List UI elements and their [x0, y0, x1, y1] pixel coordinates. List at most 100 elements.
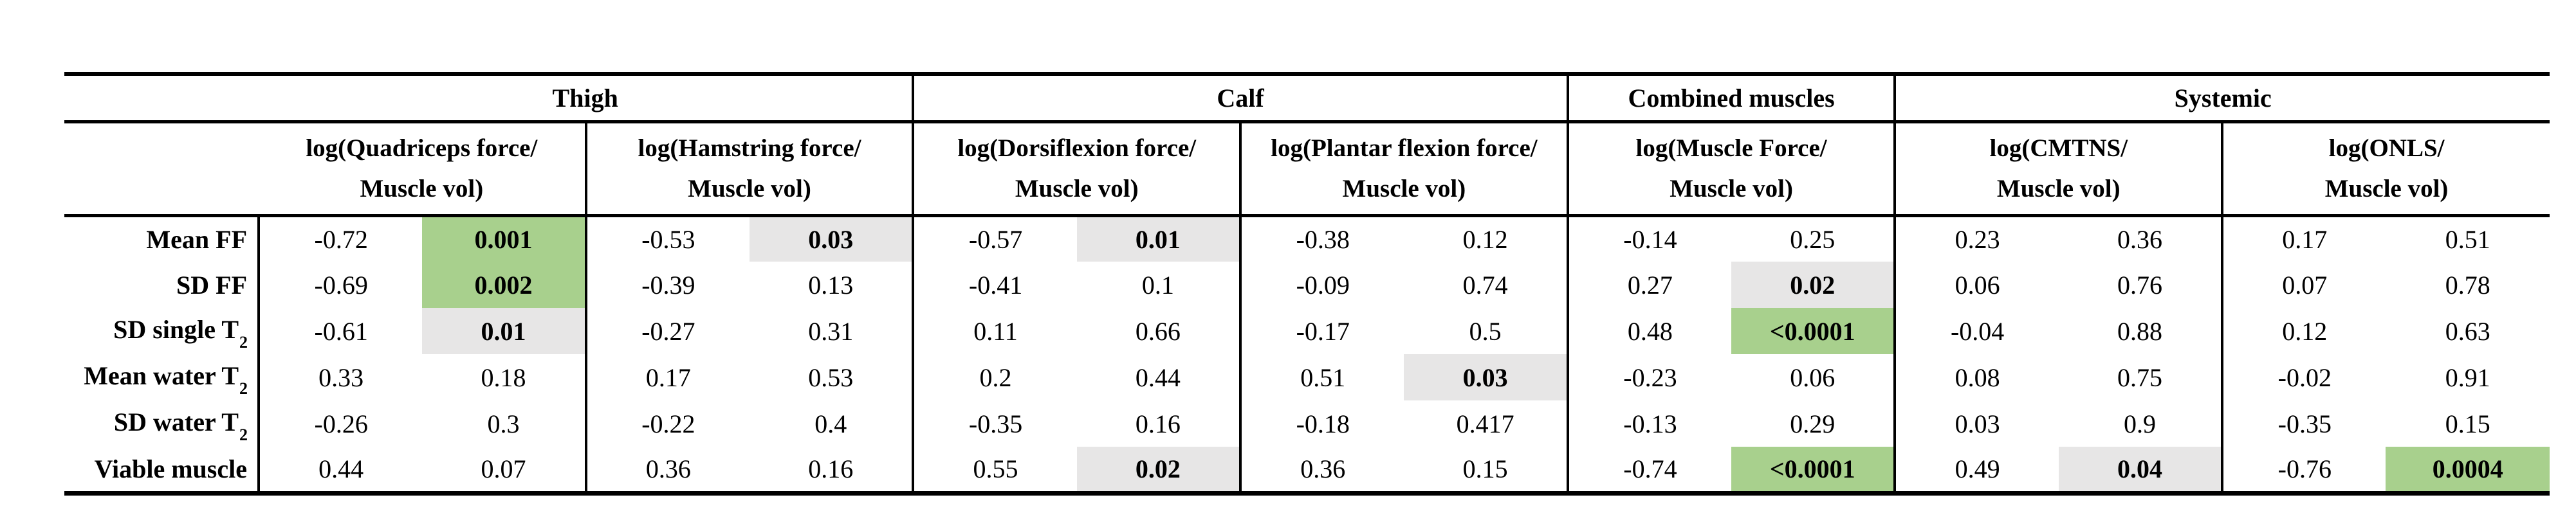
group-header-row: Thigh Calf Combined muscles Systemic: [64, 74, 2550, 123]
p-value-cell: 0.63: [2445, 316, 2490, 346]
row-label: SD water T2: [64, 400, 260, 447]
r-value-cell: -0.14: [1566, 215, 1732, 262]
p-value-cell: 0.36: [2117, 224, 2162, 254]
p-value-cell: <0.0001: [1731, 308, 1895, 354]
r-value-cell: -0.53: [584, 215, 750, 262]
r-value-cell: -0.69: [314, 270, 368, 300]
row-label-text: SD single T: [113, 314, 239, 344]
r-value-cell: -0.23: [1566, 354, 1732, 400]
row-label-text: Viable muscle: [94, 454, 247, 483]
measure-line1: log(Plantar flexion force/: [1271, 134, 1538, 162]
row-label: SD FF: [64, 262, 260, 308]
group-header-systemic: Systemic: [1893, 74, 2550, 123]
p-value-cell: 0.1: [1141, 270, 1174, 300]
correlation-table: Thigh Calf Combined muscles Systemic log…: [64, 72, 2550, 496]
r-value-cell: -0.17: [1239, 308, 1404, 354]
measure-header-quadriceps: log(Quadriceps force/Muscle vol): [259, 121, 586, 217]
group-header-thigh: Thigh: [259, 74, 914, 123]
measure-header-plantar-flexion: log(Plantar flexion force/Muscle vol): [1239, 121, 1568, 217]
r-value-cell: 0.2: [912, 354, 1077, 400]
p-value-cell: 0.91: [2445, 363, 2490, 392]
p-value-cell: 0.15: [1462, 454, 1508, 483]
p-value-cell: 0.78: [2445, 270, 2490, 300]
p-value-cell: 0.3: [487, 409, 520, 438]
p-value-cell: 0.02: [1731, 262, 1895, 308]
r-value-cell: 0.33: [318, 363, 364, 392]
p-value-cell: 0.01: [422, 308, 586, 354]
p-value-cell: 0.13: [808, 270, 854, 300]
measure-line1: log(Quadriceps force/: [306, 134, 538, 162]
r-value-cell: 0.07: [2221, 262, 2386, 308]
measure-header-cmtns: log(CMTNS/Muscle vol): [1893, 121, 2223, 217]
r-value-cell: -0.18: [1239, 400, 1404, 447]
p-value-cell: 0.4: [814, 409, 847, 438]
r-value-cell: 0.36: [1239, 447, 1404, 493]
r-value-cell: -0.72: [314, 224, 368, 254]
row-label-subscript: 2: [239, 379, 248, 398]
p-value-cell: 0.74: [1462, 270, 1508, 300]
r-value-cell: 0.27: [1566, 262, 1732, 308]
table-row: SD FF -0.69 0.002 -0.39 0.13 -0.41 0.1 -0.09 0.7…: [64, 262, 2550, 308]
r-value-cell: -0.22: [584, 400, 750, 447]
measure-line1: log(CMTNS/: [1989, 134, 2128, 162]
p-value-cell: 0.16: [1135, 409, 1181, 438]
p-value-cell: 0.07: [481, 454, 526, 483]
corner-cell: [64, 74, 259, 123]
p-value-cell: 0.002: [422, 262, 586, 308]
p-value-cell: <0.0001: [1731, 447, 1895, 493]
r-value-cell: -0.39: [584, 262, 750, 308]
p-value-cell: 0.04: [2058, 447, 2223, 493]
r-value-cell: -0.09: [1239, 262, 1404, 308]
p-value-cell: 0.001: [422, 215, 586, 262]
table-row: Mean FF -0.72 0.001 -0.53 0.03 -0.57 0.01 -0.38…: [64, 215, 2550, 262]
r-value-cell: 0.12: [2221, 308, 2386, 354]
r-value-cell: -0.57: [912, 215, 1077, 262]
p-value-cell: 0.88: [2117, 316, 2162, 346]
measure-header-hamstring: log(Hamstring force/Muscle vol): [584, 121, 914, 217]
row-label: Mean water T2: [64, 354, 260, 400]
r-value-cell: -0.26: [314, 409, 368, 438]
measure-line2: Muscle vol): [2324, 175, 2449, 202]
r-value-cell: 0.23: [1893, 215, 2059, 262]
table-row: Mean water T2 0.33 0.18 0.17 0.53 0.2 0.44 0.51…: [64, 354, 2550, 400]
r-value-cell: 0.51: [1239, 354, 1404, 400]
r-value-cell: -0.13: [1566, 400, 1732, 447]
p-value-cell: 0.31: [808, 316, 854, 346]
measure-line1: log(Hamstring force/: [638, 134, 861, 162]
row-label-text: SD water T: [113, 407, 239, 436]
table-row: SD single T2 -0.61 0.01 -0.27 0.31 0.11 0.66 -0…: [64, 308, 2550, 354]
measure-line2: Muscle vol): [688, 175, 811, 202]
row-label-text: SD FF: [176, 270, 247, 300]
p-value-cell: 0.0004: [2386, 447, 2550, 493]
p-value-cell: 0.53: [808, 363, 854, 392]
r-value-cell: 0.44: [318, 454, 364, 483]
corner-cell: [64, 121, 259, 217]
group-header-calf: Calf: [912, 74, 1568, 123]
r-value-cell: 0.36: [584, 447, 750, 493]
r-value-cell: -0.38: [1239, 215, 1404, 262]
r-value-cell: 0.49: [1893, 447, 2059, 493]
measure-line2: Muscle vol): [1670, 175, 1793, 202]
r-value-cell: 0.03: [1893, 400, 2059, 447]
row-label-subscript: 2: [239, 425, 248, 444]
p-value-cell: 0.02: [1076, 447, 1241, 493]
r-value-cell: -0.76: [2221, 447, 2386, 493]
p-value-cell: 0.51: [2445, 224, 2490, 254]
row-label-text: Mean FF: [146, 224, 247, 254]
p-value-cell: 0.01: [1076, 215, 1241, 262]
r-value-cell: 0.17: [584, 354, 750, 400]
p-value-cell: 0.75: [2117, 363, 2162, 392]
measure-line2: Muscle vol): [1342, 175, 1466, 202]
r-value-cell: -0.74: [1566, 447, 1732, 493]
r-value-cell: 0.06: [1893, 262, 2059, 308]
measure-line2: Muscle vol): [1015, 175, 1139, 202]
r-value-cell: 0.48: [1566, 308, 1732, 354]
p-value-cell: 0.76: [2117, 270, 2162, 300]
r-value-cell: 0.55: [912, 447, 1077, 493]
table-row: SD water T2 -0.26 0.3 -0.22 0.4 -0.35 0.16 -0.1…: [64, 400, 2550, 447]
group-header-combined-muscles: Combined muscles: [1566, 74, 1895, 123]
p-value-cell: 0.417: [1456, 409, 1514, 438]
measure-header-row: log(Quadriceps force/Muscle vol) log(Ham…: [64, 121, 2550, 217]
r-value-cell: -0.35: [2221, 400, 2386, 447]
